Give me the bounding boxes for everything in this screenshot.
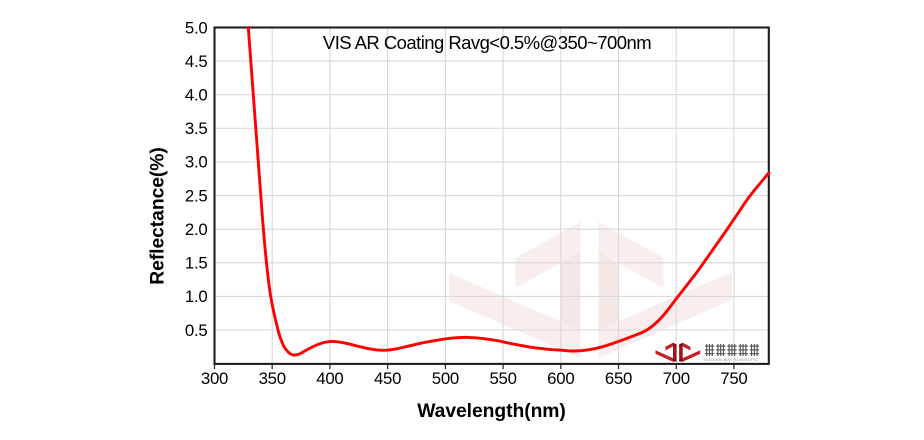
- svg-text:4.5: 4.5: [185, 52, 208, 71]
- svg-text:1.5: 1.5: [185, 254, 208, 273]
- svg-text:650: 650: [605, 369, 632, 388]
- svg-text:2.0: 2.0: [185, 220, 208, 239]
- svg-text:Wavelength(nm): Wavelength(nm): [417, 401, 566, 422]
- svg-text:5.0: 5.0: [185, 18, 208, 37]
- svg-text:750: 750: [720, 369, 747, 388]
- svg-text:GOLDEN WAY SCIENTIFIC: GOLDEN WAY SCIENTIFIC: [704, 357, 758, 362]
- svg-text:0.5: 0.5: [185, 321, 208, 340]
- svg-text:4.0: 4.0: [185, 86, 208, 105]
- svg-text:550: 550: [489, 369, 516, 388]
- svg-text:350: 350: [259, 369, 286, 388]
- svg-text:VIS AR Coating Ravg<0.5%@350~7: VIS AR Coating Ravg<0.5%@350~700nm: [323, 32, 651, 53]
- svg-text:400: 400: [316, 369, 343, 388]
- svg-text:3.5: 3.5: [185, 119, 208, 138]
- svg-text:600: 600: [547, 369, 574, 388]
- svg-text:3.0: 3.0: [185, 153, 208, 172]
- svg-text:1.0: 1.0: [185, 287, 208, 306]
- svg-text:Reflectance(%): Reflectance(%): [148, 147, 169, 285]
- svg-text:450: 450: [374, 369, 401, 388]
- svg-text:700: 700: [663, 369, 690, 388]
- svg-text:2.5: 2.5: [185, 186, 208, 205]
- svg-text:300: 300: [201, 369, 228, 388]
- svg-text:500: 500: [432, 369, 459, 388]
